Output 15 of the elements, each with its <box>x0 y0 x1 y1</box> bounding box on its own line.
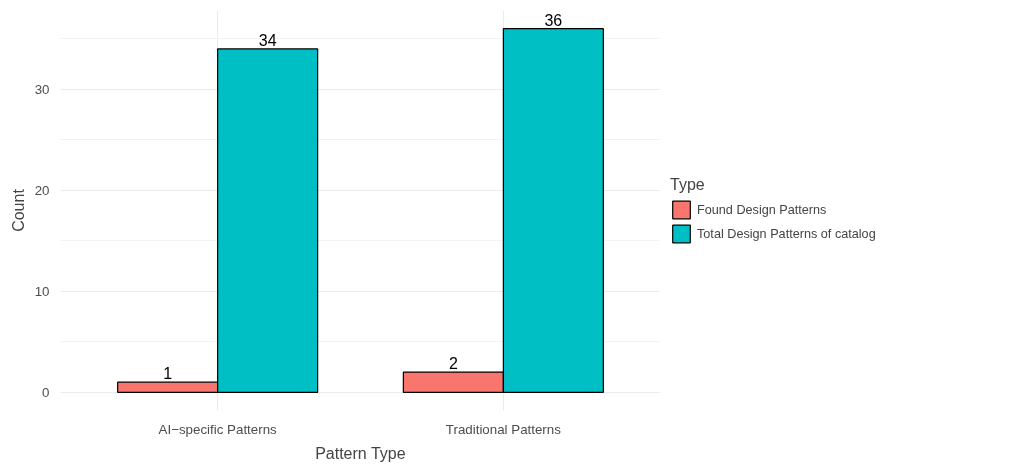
legend-title: Type <box>670 175 706 194</box>
x-tick-label: AI−specific Patterns <box>158 421 278 437</box>
legend-label: Total Design Patterns of catalog <box>697 226 876 241</box>
legend-label: Found Design Patterns <box>697 202 827 217</box>
data-label: 1 <box>163 365 173 383</box>
x-axis-title: Pattern Type <box>315 444 406 462</box>
y-tick-label: 20 <box>34 182 50 198</box>
data-label: 2 <box>448 355 458 373</box>
x-tick-label: Traditional Patterns <box>445 421 562 437</box>
y-tick-label: 0 <box>42 384 50 400</box>
y-tick-label: 30 <box>34 81 50 97</box>
data-label: 36 <box>544 11 563 29</box>
y-axis-title: Count <box>9 188 27 232</box>
y-tick-label: 10 <box>34 283 50 299</box>
data-label: 34 <box>258 31 277 49</box>
